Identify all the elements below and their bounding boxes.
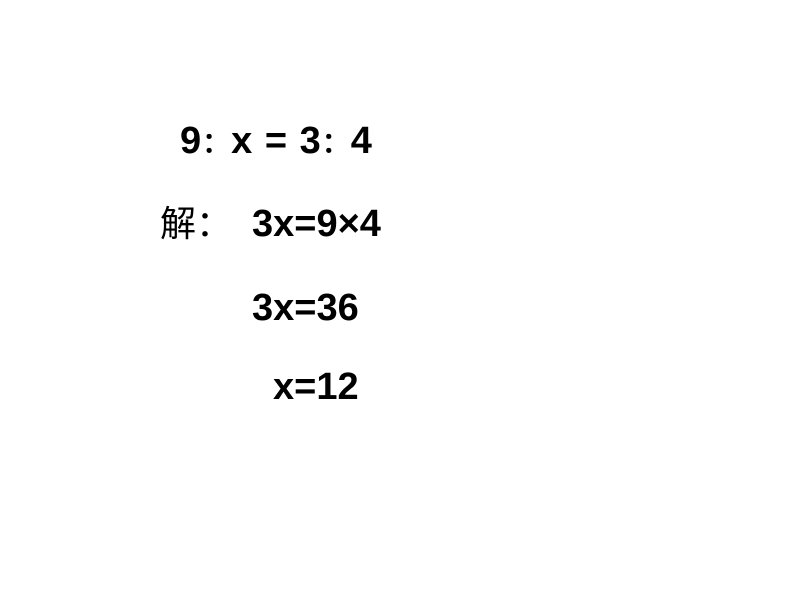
math-solution-block: 9：x = 3：4 解： 3x=9×4 3x=36 x=12 [160,120,381,409]
equation-line-2: 3x=9×4 [252,203,381,246]
equation-line-3: 3x=36 [252,287,381,330]
equation-line-1: 9：x = 3：4 [180,120,381,163]
equation-text: x [231,120,253,162]
ratio-colon: ： [322,127,351,158]
equation-text: 4 [351,120,373,162]
equation-line-4: x=12 [273,366,381,409]
solution-line-wrapper: 解： 3x=9×4 [160,195,381,247]
solution-label: 解： [160,195,232,247]
equation-text: 9 [180,120,202,162]
equals-sign: = [253,120,299,162]
equation-text: 3 [300,120,322,162]
ratio-colon: ： [202,127,231,158]
